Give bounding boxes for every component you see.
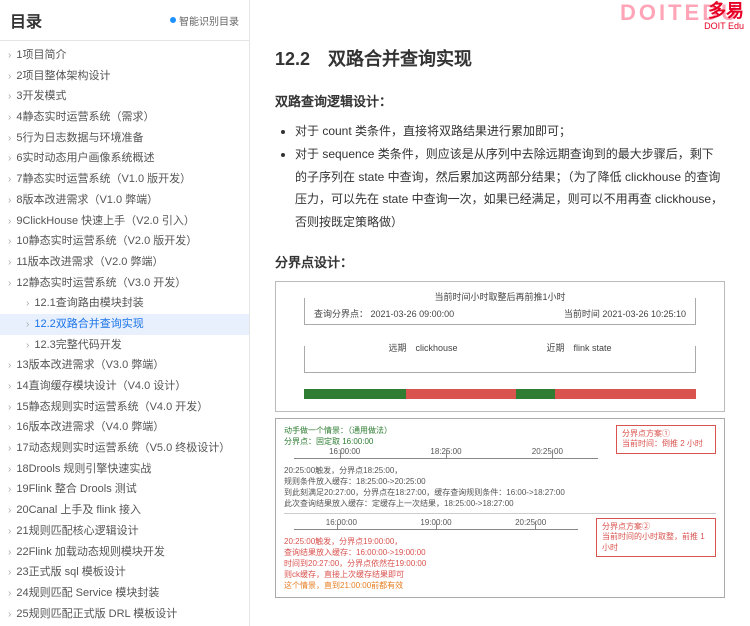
- toc-item[interactable]: 2项目整体架构设计: [0, 66, 249, 87]
- text: 分界点方案①: [622, 429, 710, 439]
- d2a-h2: 分界点：固定取 16:00:00: [284, 436, 608, 447]
- toc-item[interactable]: 11版本改进需求（V2.0 弊端）: [0, 252, 249, 273]
- toc-item[interactable]: 23正式版 sql 模板设计: [0, 562, 249, 583]
- text: 16:00:00: [326, 518, 357, 527]
- bar-seg: [555, 389, 696, 399]
- toc-item[interactable]: 17动态规则实时运营系统（V5.0 终极设计）: [0, 438, 249, 459]
- smart-toc-label: 智能识别目录: [179, 13, 239, 28]
- toc-item[interactable]: 20Canal 上手及 flink 接入: [0, 500, 249, 521]
- brand-big: 多易: [704, 2, 744, 22]
- text: 20:25:00: [532, 447, 563, 456]
- design-heading: 双路查询逻辑设计：: [275, 91, 725, 110]
- brand-badge: 多易 DOIT Edu: [704, 2, 744, 32]
- text: 时间到20:27:00，分界点依然在19:00:00: [284, 558, 588, 569]
- toc-item[interactable]: 25规则匹配正式版 DRL 模板设计: [0, 604, 249, 625]
- toc-item[interactable]: 16版本改进需求（V4.0 弊端）: [0, 417, 249, 438]
- d2-panel-a: 动手做一个情景：（通用做法） 分界点：固定取 16:00:00 16:00:00…: [284, 425, 608, 509]
- d1-near-src: flink state: [574, 343, 612, 353]
- text: 查询结果放入缓存：16:00:00->19:00:00: [284, 547, 588, 558]
- design-bullets: 对于 count 类条件，直接将双路结果进行累加即可；对于 sequence 类…: [275, 120, 725, 234]
- content-pane: DOITEDU 多易 DOIT Edu 12.2 双路合并查询实现 双路查询逻辑…: [250, 0, 750, 626]
- text: 20:25:00触发，分界点19:00:00，: [284, 536, 588, 547]
- toc-item[interactable]: 14直询缓存模块设计（V4.0 设计）: [0, 376, 249, 397]
- d1-near: 近期: [546, 343, 564, 353]
- d2a-text: 20:25:00触发，分界点18:25:00，规则条件放入缓存：18:25:00…: [284, 465, 608, 509]
- d1-axis-labels: 查询分界点： 2021-03-26 09:00:00 当前时间 2021-03-…: [314, 307, 686, 320]
- section-title: 12.2 双路合并查询实现: [275, 45, 725, 71]
- toc-item[interactable]: 8版本改进需求（V1.0 弊端）: [0, 190, 249, 211]
- text: 20:25:00触发，分界点18:25:00，: [284, 465, 608, 476]
- d2b-notecol: 分界点方案②当前时间的小时取整，前推 1 小时: [596, 518, 716, 557]
- text: 则ck缓存，直接上次缓存结果即可: [284, 569, 588, 580]
- toc-item[interactable]: 22Flink 加载动态规则模块开发: [0, 542, 249, 563]
- sidebar-title: 目录: [10, 8, 42, 32]
- toc-subitem[interactable]: 12.2双路合并查询实现: [0, 314, 249, 335]
- d2b-line: [294, 529, 578, 530]
- toc-item-open[interactable]: 12静态实时运营系统（V3.0 开发）: [0, 273, 249, 294]
- text: 16:00:00: [329, 447, 360, 456]
- toc-list: 1项目简介2项目整体架构设计3开发模式4静态实时运营系统（需求）5行为日志数据与…: [0, 41, 249, 626]
- d2b-text: 20:25:00触发，分界点19:00:00，查询结果放入缓存：16:00:00…: [284, 536, 588, 580]
- split-diagram-1: 当前时间小时取整后再前推1小时 查询分界点： 2021-03-26 09:00:…: [275, 281, 725, 412]
- d1-now-val: 2021-03-26 10:25:10: [602, 309, 686, 319]
- d1-split-label: 查询分界点：: [314, 309, 368, 319]
- text: 当前时间的小时取整，前推 1 小时: [602, 532, 710, 553]
- bullet: 对于 count 类条件，直接将双路结果进行累加即可；: [295, 120, 725, 143]
- d1-split-val: 2021-03-26 09:00:00: [371, 309, 455, 319]
- toc-item[interactable]: 21规则匹配核心逻辑设计: [0, 521, 249, 542]
- toc-item[interactable]: 5行为日志数据与环境准备: [0, 128, 249, 149]
- toc-item[interactable]: 10静态实时运营系统（V2.0 版开发）: [0, 231, 249, 252]
- toc-item[interactable]: 4静态实时运营系统（需求）: [0, 107, 249, 128]
- smart-toc-toggle[interactable]: 智能识别目录: [170, 13, 239, 28]
- toc-item[interactable]: 24规则匹配 Service 模块封装: [0, 583, 249, 604]
- text: 分界点方案②: [602, 522, 710, 532]
- dot-icon: [170, 17, 176, 23]
- text: 当前时间：倒推 2 小时: [622, 439, 710, 449]
- text: 20:25:00: [515, 518, 546, 527]
- toc-subitem[interactable]: 12.1查询路由模块封装: [0, 293, 249, 314]
- split-heading: 分界点设计：: [275, 252, 725, 271]
- d2a-h1: 动手做一个情景：（通用做法）: [284, 425, 608, 436]
- toc-subitem[interactable]: 12.3完整代码开发: [0, 335, 249, 356]
- toc-item[interactable]: 3开发模式: [0, 86, 249, 107]
- d2b-notebox: 分界点方案②当前时间的小时取整，前推 1 小时: [596, 518, 716, 557]
- toc-item[interactable]: 6实时动态用户画像系统概述: [0, 148, 249, 169]
- text: 规则条件放入缓存：18:25:00->20:25:00: [284, 476, 608, 487]
- toc-item[interactable]: 1项目简介: [0, 45, 249, 66]
- toc-item[interactable]: 9ClickHouse 快速上手（V2.0 引入）: [0, 211, 249, 232]
- d1-top-note: 当前时间小时取整后再前推1小时: [284, 290, 716, 303]
- d1-source-row: 远期 clickhouse 近期 flink state: [344, 341, 656, 354]
- sidebar-header: 目录 智能识别目录: [0, 0, 249, 41]
- d1-axis: [304, 324, 696, 325]
- bar-seg: [516, 389, 555, 399]
- d2a-line: [294, 458, 598, 459]
- toc-item[interactable]: 18Drools 规则引擎快速实战: [0, 459, 249, 480]
- split-diagram-2: 动手做一个情景：（通用做法） 分界点：固定取 16:00:00 16:00:00…: [275, 418, 725, 598]
- d1-bars: [304, 389, 696, 399]
- brand-small: DOIT Edu: [704, 22, 744, 32]
- d2a-notebox: 分界点方案①当前时间：倒推 2 小时: [616, 425, 716, 454]
- bar-seg: [406, 389, 516, 399]
- text: 此次查询结果放入缓存：定缓存上一次结果，18:25:00->18:27:00: [284, 498, 608, 509]
- d1-axis2: [304, 372, 696, 373]
- bar-seg: [304, 389, 406, 399]
- toc-item[interactable]: 7静态实时运营系统（V1.0 版开发）: [0, 169, 249, 190]
- text: 到此刻满足20:27:00，分界点在18:27:00，缓存查询规则条件：16:0…: [284, 487, 608, 498]
- d1-far-src: clickhouse: [416, 343, 458, 353]
- toc-item[interactable]: 19Flink 整合 Drools 测试: [0, 479, 249, 500]
- d1-far: 远期: [388, 343, 406, 353]
- bullet: 对于 sequence 类条件，则应该是从序列中去除远期查询到的最大步骤后，剩下…: [295, 143, 725, 234]
- d1-now-label: 当前时间: [564, 309, 600, 319]
- sidebar: 目录 智能识别目录 1项目简介2项目整体架构设计3开发模式4静态实时运营系统（需…: [0, 0, 250, 626]
- d2a-notecol: 分界点方案①当前时间：倒推 2 小时: [616, 425, 716, 454]
- toc-item[interactable]: 13版本改进需求（V3.0 弊端）: [0, 355, 249, 376]
- d2b-orange: 这个情景，直到21:00:00前都有效: [284, 580, 588, 591]
- toc-item[interactable]: 15静态规则实时运营系统（V4.0 开发）: [0, 397, 249, 418]
- d2-panel-b: 16:00:0019:00:0020:25:00 20:25:00触发，分界点1…: [284, 518, 588, 591]
